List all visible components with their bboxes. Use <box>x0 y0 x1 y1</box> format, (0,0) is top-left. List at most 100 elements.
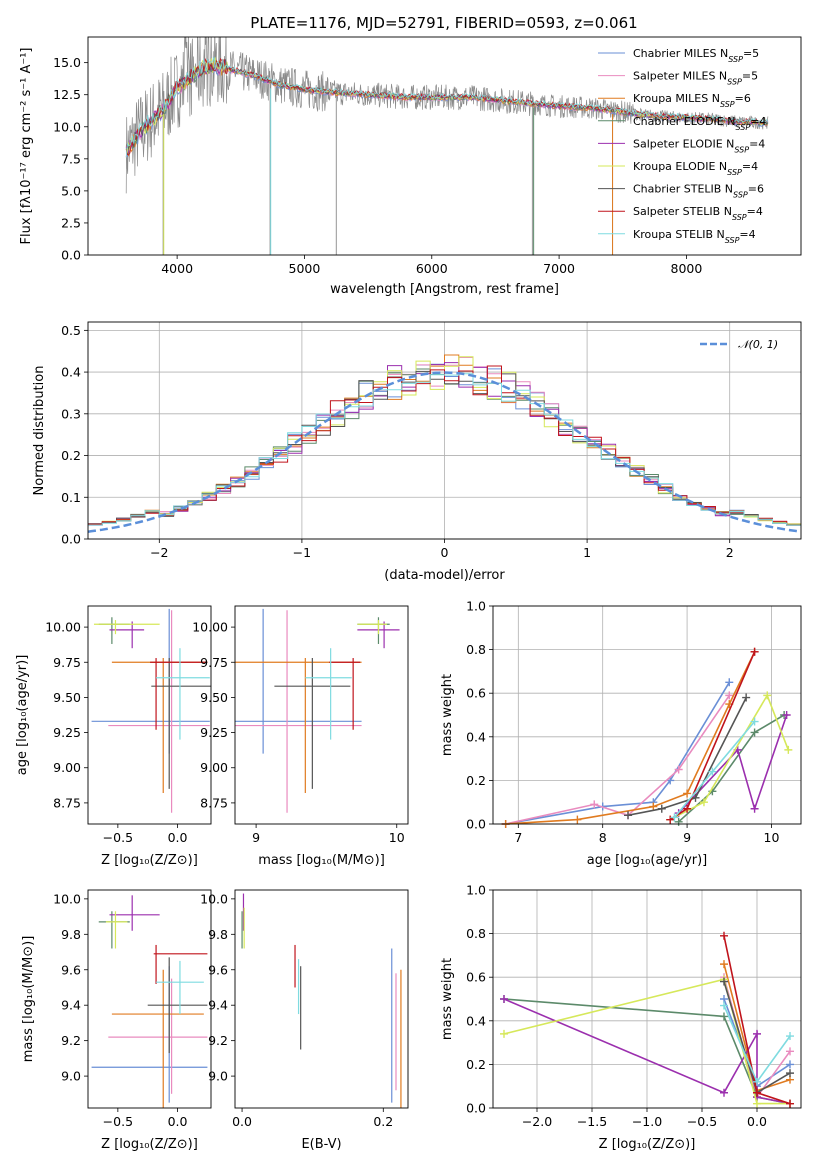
spectrum-ylabel: Flux [fλ10⁻¹⁷ erg cm⁻² s⁻¹ A⁻¹] <box>19 48 34 245</box>
weight-vs-Z-marker-salpeter-miles <box>786 1047 794 1056</box>
mass-vs-Z-frame <box>87 889 212 1109</box>
weight-vs-age-xtick-label: 9 <box>683 830 691 845</box>
residuals-xtick-label: −1 <box>293 545 311 560</box>
residuals-ytick-label: 0.2 <box>61 448 81 463</box>
weight-vs-Z-xtick-label: −1.5 <box>577 1114 607 1129</box>
spectrum-ytick-label: 15.0 <box>53 55 81 70</box>
legend-label-salpeter-stelib: Salpeter STELIB NSSP=4 <box>633 205 763 222</box>
mass-vs-ebv-ytick-label: 9.4 <box>208 998 228 1013</box>
legend-label-chabrier-stelib: Chabrier STELIB NSSP=6 <box>633 183 764 200</box>
weight-vs-age-marker-salpeter-miles <box>674 765 683 774</box>
spectrum-plot <box>125 37 769 255</box>
age-vs-mass-ytick-label: 9.00 <box>200 760 228 775</box>
mass-vs-Z-xtick-label: 0.0 <box>168 1114 188 1129</box>
age-vs-mass-ytick-label: 9.50 <box>200 690 228 705</box>
spectrum-model-kroupa-stelib <box>125 56 769 158</box>
weight-vs-age-marker-chabrier-stelib <box>624 811 633 820</box>
weight-vs-Z-line-kroupa-elodie <box>503 978 790 1105</box>
age-vs-Z-ylabel: age [log₁₀(age/yr)] <box>15 655 30 776</box>
mass-vs-ebv-xtick-label: 0.0 <box>232 1114 252 1129</box>
age-vs-Z-ytick-label: 9.00 <box>53 760 81 775</box>
weight-vs-age-xtick-label: 7 <box>514 830 522 845</box>
spectrum-ytick-label: 2.5 <box>61 215 81 230</box>
weight-vs-Z-xtick-label: −0.5 <box>687 1114 717 1129</box>
legend-label-kroupa-stelib: Kroupa STELIB NSSP=4 <box>633 228 756 245</box>
weight-vs-age-marker-kroupa-miles <box>683 789 692 798</box>
weight-vs-age-marker-chabrier-stelib <box>742 693 751 702</box>
weight-vs-Z-marker-chabrier-stelib <box>786 1069 794 1078</box>
weight-vs-Z-ytick-label: 0.4 <box>466 1013 486 1028</box>
weight-vs-Z-marker-chabrier-miles <box>786 1060 794 1069</box>
age-vs-mass-xtick-label: 9 <box>252 830 260 845</box>
weight-vs-Z-marker-kroupa-elodie <box>500 1029 508 1038</box>
weight-vs-Z-marker-salpeter-stelib <box>786 1099 794 1108</box>
weight-vs-age-marker-kroupa-elodie <box>699 798 708 807</box>
weight-vs-Z-marker-chabrier-stelib <box>720 977 728 986</box>
weight-vs-age-ytick-label: 1.0 <box>466 599 486 614</box>
spectrum-ytick-label: 5.0 <box>61 183 81 198</box>
residuals-xtick-label: 2 <box>726 545 734 560</box>
spectrum-ytick-label: 12.5 <box>53 87 81 102</box>
mass-vs-Z-ytick-label: 9.6 <box>61 962 81 977</box>
weight-vs-Z-marker-salpeter-elodie <box>500 995 508 1003</box>
weight-vs-age-marker-salpeter-elodie <box>782 711 791 719</box>
age-vs-Z-ytick-label: 9.25 <box>53 725 81 740</box>
age-vs-mass-ytick-label: 9.75 <box>200 655 228 670</box>
spectrum-model-salpeter-stelib <box>125 57 769 156</box>
weight-vs-Z-marker-salpeter-elodie <box>753 1029 761 1038</box>
age-vs-mass-ytick-label: 9.25 <box>200 725 228 740</box>
mass-vs-Z-plot <box>91 895 208 1108</box>
spectrum-xtick-label: 6000 <box>416 261 448 276</box>
weight-vs-age-marker-kroupa-miles <box>573 815 582 824</box>
weight-vs-Z-marker-kroupa-stelib <box>786 1032 794 1041</box>
mass-vs-Z-ytick-label: 9.4 <box>61 998 81 1013</box>
age-vs-mass-axes: 9 10 8.75 9.00 9.25 9.50 9.75 10.00 <box>192 620 405 845</box>
residuals-ytick-label: 0.4 <box>61 365 81 380</box>
residuals-xtick-label: −2 <box>150 545 168 560</box>
weight-vs-Z-plot <box>500 931 794 1108</box>
weight-vs-Z-marker-salpeter-stelib <box>720 931 728 940</box>
age-vs-Z-frame <box>87 605 212 825</box>
weight-vs-age-ytick-label: 0.2 <box>466 773 486 788</box>
weight-vs-age-ytick-label: 0.0 <box>466 817 486 832</box>
weight-vs-age-marker-chabrier-elodie <box>674 817 683 826</box>
age-vs-Z-ytick-label: 9.50 <box>53 690 81 705</box>
residuals-xtick-label: 0 <box>441 545 449 560</box>
mass-vs-ebv-xlabel: E(B-V) <box>301 1137 341 1152</box>
weight-vs-age-xtick-label: 10 <box>764 830 780 845</box>
legend-label-chabrier-miles: Chabrier MILES NSSP=5 <box>633 47 759 64</box>
weight-vs-age-marker-kroupa-elodie <box>763 691 772 700</box>
age-vs-Z-ytick-label: 8.75 <box>53 795 81 810</box>
residuals-plot <box>88 354 801 533</box>
weight-vs-age-marker-kroupa-stelib <box>750 717 759 726</box>
mass-vs-Z-xtick-label: −0.5 <box>103 1114 133 1129</box>
weight-vs-age-marker-chabrier-stelib <box>657 804 666 813</box>
weight-vs-Z-ytick-label: 0.0 <box>466 1101 486 1116</box>
weight-vs-age-marker-salpeter-elodie <box>750 804 759 813</box>
weight-vs-Z-marker-chabrier-elodie <box>720 1012 728 1021</box>
residuals-axes: −2 −1 0 1 2 0.0 0.1 0.2 0.3 0.4 0.5 <box>61 322 801 560</box>
age-vs-Z-ytick-label: 10.00 <box>45 620 81 635</box>
mass-vs-Z-ytick-label: 9.0 <box>61 1069 81 1084</box>
age-vs-Z-plot <box>91 608 211 813</box>
residuals-ytick-label: 0.1 <box>61 490 81 505</box>
legend-label-salpeter-elodie: Salpeter ELODIE NSSP=4 <box>633 137 765 154</box>
residuals-ytick-label: 0.3 <box>61 406 81 421</box>
weight-vs-age-plot <box>501 647 793 828</box>
age-vs-Z-axes: −0.5 0.0 8.75 9.00 9.25 9.50 9.75 10.00 <box>45 620 187 845</box>
spectrum-xtick-label: 7000 <box>543 261 575 276</box>
weight-vs-age-frame <box>492 605 802 825</box>
weight-vs-age-line-chabrier-miles <box>505 681 730 825</box>
weight-vs-age-marker-kroupa-elodie <box>784 745 793 754</box>
mass-vs-Z-xlabel: Z [log₁₀(Z/Z⊙)] <box>101 1137 198 1152</box>
spectrum-axes: 4000 5000 6000 7000 8000 0.0 2.5 5.0 7.5 10.0 12.5… <box>53 55 702 276</box>
weight-vs-Z-xlabel: Z [log₁₀(Z/Z⊙)] <box>599 1137 696 1152</box>
mass-vs-ebv-ytick-label: 9.2 <box>208 1033 228 1048</box>
chart-panels: 4000 5000 6000 7000 80000.02.55.07.510.012.5… <box>15 36 802 1152</box>
weight-vs-age-ytick-label: 0.4 <box>466 729 486 744</box>
weight-vs-Z-marker-kroupa-miles <box>720 960 728 969</box>
weight-vs-age-marker-chabrier-stelib <box>691 793 700 802</box>
weight-vs-Z-frame <box>492 889 802 1109</box>
mass-vs-ebv-ytick-label: 9.8 <box>208 927 228 942</box>
age-vs-mass-xlabel: mass [log₁₀(M/M⊙)] <box>258 853 385 868</box>
